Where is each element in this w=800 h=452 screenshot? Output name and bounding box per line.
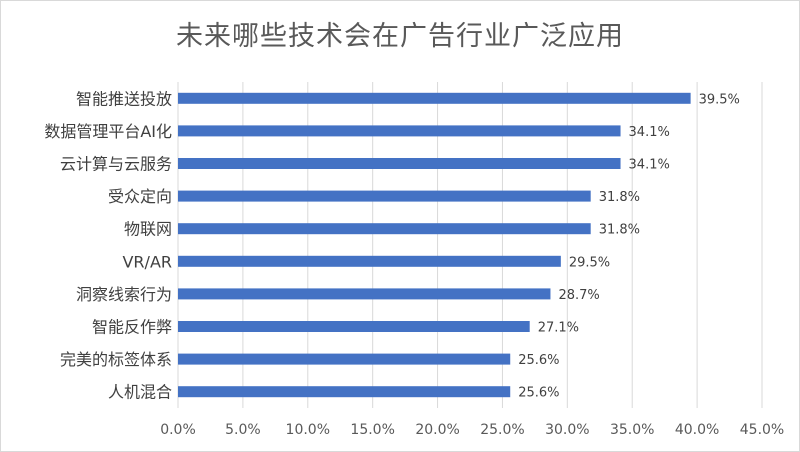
x-tick-label-9: 45.0%: [740, 422, 784, 438]
bar-0: [178, 92, 691, 104]
x-tick-label-1: 5.0%: [225, 422, 261, 438]
x-tick-label-2: 10.0%: [286, 422, 330, 438]
category-label-2: 云计算与云服务: [60, 155, 172, 174]
category-label-0: 智能推送投放: [76, 89, 172, 108]
x-tick-label-8: 40.0%: [675, 422, 719, 438]
bar-4: [178, 223, 591, 235]
category-label-3: 受众定向: [108, 187, 172, 206]
category-label-9: 人机混合: [108, 383, 172, 402]
bar-2: [178, 158, 621, 169]
data-label-7: 27.1%: [538, 321, 579, 336]
category-label-8: 完美的标签体系: [60, 350, 172, 369]
chart-title: 未来哪些技术会在广告行业广泛应用: [176, 21, 624, 52]
x-tick-label-6: 30.0%: [545, 422, 589, 438]
category-label-5: VR/AR: [122, 252, 172, 271]
category-label-7: 智能反作弊: [92, 318, 172, 337]
data-label-4: 31.8%: [599, 223, 640, 238]
x-tick-label-0: 0.0%: [160, 422, 196, 438]
category-label-4: 物联网: [124, 220, 172, 239]
x-tick-label-5: 25.0%: [480, 422, 524, 438]
bar-1: [178, 125, 621, 137]
x-tick-label-4: 20.0%: [415, 422, 459, 438]
bar-8: [178, 353, 511, 365]
data-label-8: 25.6%: [518, 353, 559, 368]
data-label-0: 39.5%: [699, 92, 740, 107]
data-label-2: 34.1%: [629, 158, 670, 173]
bar-9: [178, 386, 511, 398]
bar-7: [178, 321, 530, 332]
category-label-6: 洞察线索行为: [76, 285, 172, 304]
data-label-6: 28.7%: [558, 288, 599, 303]
category-label-1: 数据管理平台AI化: [44, 122, 172, 141]
bar-6: [178, 288, 551, 300]
data-label-9: 25.6%: [518, 386, 559, 401]
data-label-3: 31.8%: [599, 190, 640, 205]
x-tick-label-7: 35.0%: [610, 422, 654, 438]
data-label-1: 34.1%: [629, 125, 670, 140]
data-label-5: 29.5%: [569, 255, 610, 270]
bar-3: [178, 190, 591, 202]
x-tick-label-3: 15.0%: [350, 422, 394, 438]
bar-5: [178, 255, 561, 267]
